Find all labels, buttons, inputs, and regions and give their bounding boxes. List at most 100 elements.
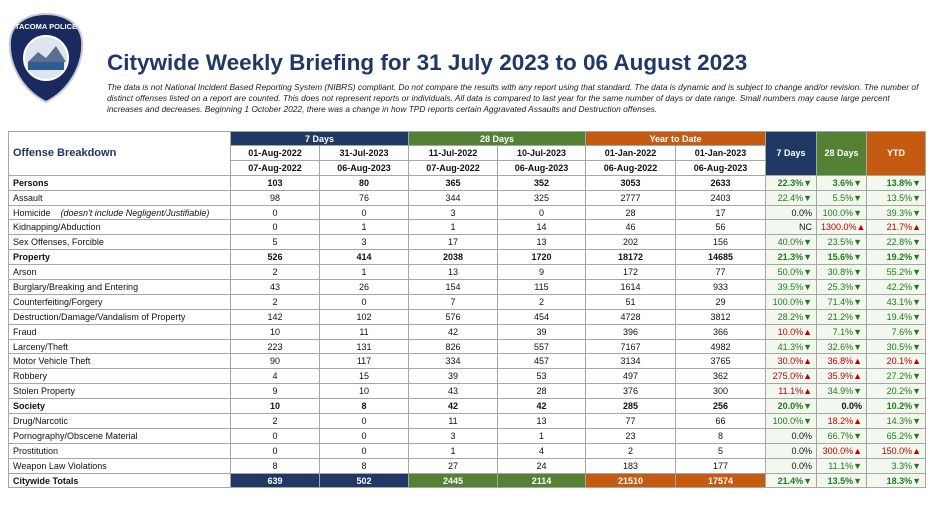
offense-cell: Stolen Property: [8, 383, 231, 400]
change-cell: 50.0%▼: [765, 264, 817, 281]
change-header: 7 Days: [765, 131, 817, 176]
change-cell: 20.1%▲: [866, 353, 926, 370]
count-cell: 77: [585, 413, 676, 429]
badge-text: TACOMA POLICE: [15, 22, 77, 31]
count-cell: 454: [497, 308, 586, 325]
count-cell: 2: [230, 293, 320, 310]
count-cell: 17: [408, 234, 498, 251]
disclaimer: The data is not National Incident Based …: [107, 82, 919, 114]
change-cell: 11.1%▲: [765, 383, 817, 400]
offense-label: Persons: [13, 177, 49, 188]
count-cell: 457: [497, 353, 586, 370]
count-cell: 11: [319, 323, 409, 340]
count-cell: 42: [408, 398, 498, 415]
count-cell: 365: [408, 174, 498, 191]
count-cell: 334: [408, 353, 498, 370]
change-cell: 35.9%▲: [816, 368, 867, 385]
count-cell: 7167: [585, 338, 676, 355]
offense-cell: Pornography/Obscene Material: [8, 427, 231, 444]
change-cell: 19.2%▼: [866, 249, 926, 266]
table-row: Assault 98 76 344 325 2777 2403 22.4%▼ 5.5%▼ 13.5…: [8, 189, 926, 206]
offense-cell: Sex Offenses, Forcible: [8, 234, 231, 251]
count-cell: 8: [230, 457, 320, 474]
change-cell: 10.2%▼: [866, 398, 926, 415]
count-cell: 66: [675, 413, 766, 429]
group-header: 7 Days: [230, 131, 409, 146]
offense-cell: Arson: [8, 264, 231, 281]
count-cell: 639: [230, 472, 320, 489]
count-cell: 3: [408, 427, 498, 444]
count-cell: 183: [585, 457, 676, 474]
change-cell: 100.0%▼: [765, 293, 817, 310]
count-cell: 3765: [675, 353, 766, 370]
count-cell: 2114: [497, 472, 586, 489]
table-row: Homicide (doesn't include Negligent/Justi…: [8, 204, 926, 221]
count-cell: 14685: [675, 249, 766, 266]
offense-label: Property: [13, 252, 51, 263]
count-cell: 90: [230, 353, 320, 370]
change-cell: 275.0%▲: [765, 368, 817, 385]
offense-label: Fraud: [13, 326, 37, 337]
count-cell: 366: [675, 323, 766, 340]
table-row: Society 10 8 42 42 285 256 20.0%▼ 0.0% 10.2%▼: [8, 398, 926, 415]
change-cell: 0.0%: [765, 442, 817, 459]
count-cell: 3053: [585, 174, 676, 191]
count-cell: 9: [497, 264, 586, 281]
count-cell: 376: [585, 383, 676, 400]
table-row: Property 526 414 2038 1720 18172 14685 21.3%▼ 15…: [8, 249, 926, 266]
count-cell: 362: [675, 368, 766, 385]
count-cell: 256: [675, 398, 766, 415]
offense-label: Motor Vehicle Theft: [13, 356, 91, 367]
change-cell: 40.0%▼: [765, 234, 817, 251]
count-cell: 202: [585, 234, 676, 251]
count-cell: 325: [497, 189, 586, 206]
start-date: 01-Jan-2023: [675, 145, 766, 161]
change-cell: 30.0%▲: [765, 353, 817, 370]
table-row: Pornography/Obscene Material 0 0 3 1 23 8 0.0% 6…: [8, 427, 926, 444]
table-row: Fraud 10 11 42 39 396 366 10.0%▲ 7.1%▼ 7.6%▼: [8, 323, 926, 340]
change-cell: 21.2%▼: [816, 308, 867, 325]
change-cell: 20.0%▼: [765, 398, 817, 415]
count-cell: 8: [319, 398, 409, 415]
table-row: Citywide Totals 639 502 2445 2114 21510 17574 2…: [8, 472, 926, 489]
change-cell: 21.7%▲: [866, 219, 926, 236]
count-cell: 27: [408, 457, 498, 474]
table-row: Counterfeiting/Forgery 2 0 7 2 51 29 100.0%▼ 71.…: [8, 293, 926, 310]
count-cell: 0: [230, 427, 320, 444]
count-cell: 18172: [585, 249, 676, 266]
table-row: Weapon Law Violations 8 8 27 24 183 177 0.0% 11.…: [8, 457, 926, 474]
count-cell: 51: [585, 293, 676, 310]
count-cell: 0: [319, 413, 409, 429]
count-cell: 142: [230, 308, 320, 325]
offense-label: Arson: [13, 267, 37, 278]
offense-cell: Fraud: [8, 323, 231, 340]
change-cell: 22.3%▼: [765, 174, 817, 191]
police-badge: TACOMA POLICE: [8, 12, 84, 104]
offense-label: Counterfeiting/Forgery: [13, 296, 103, 307]
start-date: 31-Jul-2023: [319, 145, 409, 161]
end-date: 06-Aug-2022: [585, 159, 676, 176]
count-cell: 10: [230, 323, 320, 340]
change-cell: 0.0%: [816, 398, 867, 415]
offense-label: Larceny/Theft: [13, 341, 69, 352]
count-cell: 933: [675, 279, 766, 295]
count-cell: 1: [408, 442, 498, 459]
count-cell: 77: [675, 264, 766, 281]
count-cell: 4: [497, 442, 586, 459]
offense-cell: Homicide (doesn't include Negligent/Justi…: [8, 204, 231, 221]
change-cell: 34.9%▼: [816, 383, 867, 400]
change-cell: 55.2%▼: [866, 264, 926, 281]
count-cell: 526: [230, 249, 320, 266]
count-cell: 177: [675, 457, 766, 474]
change-cell: 3.3%▼: [866, 457, 926, 474]
count-cell: 42: [497, 398, 586, 415]
change-cell: 42.2%▼: [866, 279, 926, 295]
change-cell: 36.8%▲: [816, 353, 867, 370]
end-date: 06-Aug-2023: [319, 159, 409, 176]
count-cell: 14: [497, 219, 586, 236]
offense-cell: Drug/Narcotic: [8, 413, 231, 429]
offense-cell: Burglary/Breaking and Entering: [8, 279, 231, 295]
count-cell: 11: [408, 413, 498, 429]
offense-cell: Robbery: [8, 368, 231, 385]
table-row: Destruction/Damage/Vandalism of Property…: [8, 308, 926, 325]
